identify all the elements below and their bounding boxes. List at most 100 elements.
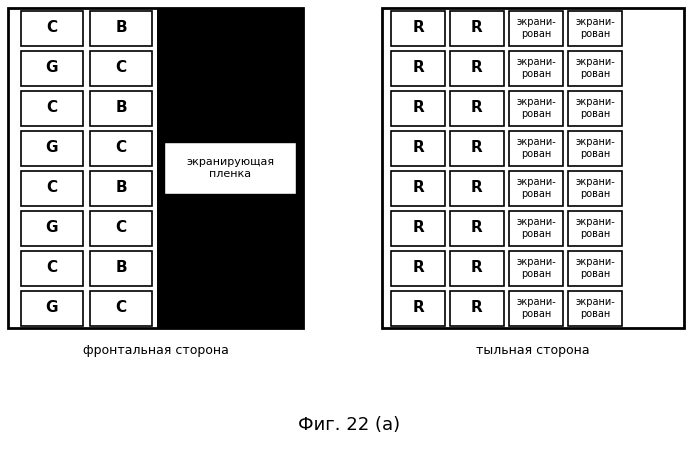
Bar <box>568 10 622 46</box>
Bar <box>450 91 504 125</box>
Text: экрани-
рован: экрани- рован <box>575 177 615 199</box>
Bar <box>568 211 622 245</box>
Bar <box>450 51 504 86</box>
Text: R: R <box>412 261 424 276</box>
Text: C: C <box>115 60 127 75</box>
Bar <box>90 10 152 46</box>
Text: R: R <box>412 60 424 75</box>
Text: B: B <box>115 180 127 195</box>
Bar <box>382 8 684 328</box>
Text: R: R <box>471 20 483 36</box>
Text: экрани-
рован: экрани- рован <box>575 297 615 319</box>
Bar <box>568 51 622 86</box>
Text: R: R <box>471 101 483 115</box>
Text: R: R <box>471 180 483 195</box>
Bar <box>509 130 563 166</box>
Text: C: C <box>46 20 57 36</box>
Bar <box>450 130 504 166</box>
Bar <box>450 170 504 206</box>
Text: R: R <box>471 261 483 276</box>
Text: R: R <box>471 60 483 75</box>
Text: экрани-
рован: экрани- рован <box>575 17 615 39</box>
Bar <box>391 10 445 46</box>
Bar <box>450 290 504 326</box>
Text: C: C <box>46 180 57 195</box>
Text: экрани-
рован: экрани- рован <box>516 137 556 159</box>
Bar <box>568 250 622 285</box>
Bar <box>391 170 445 206</box>
Text: C: C <box>115 300 127 316</box>
Text: экрани-
рован: экрани- рован <box>516 257 556 279</box>
Text: C: C <box>115 141 127 156</box>
Bar <box>21 51 83 86</box>
Bar <box>450 211 504 245</box>
Bar <box>509 290 563 326</box>
Text: экрани-
рован: экрани- рован <box>516 217 556 239</box>
Text: R: R <box>412 141 424 156</box>
Text: R: R <box>471 141 483 156</box>
Bar <box>391 211 445 245</box>
Text: R: R <box>412 20 424 36</box>
Bar <box>21 211 83 245</box>
Text: G: G <box>45 221 58 235</box>
Bar <box>90 250 152 285</box>
Text: экрани-
рован: экрани- рован <box>575 57 615 79</box>
Bar <box>90 130 152 166</box>
Text: экранирующая
пленка: экранирующая пленка <box>186 157 274 179</box>
Bar <box>157 8 303 328</box>
Bar <box>509 10 563 46</box>
Text: R: R <box>412 180 424 195</box>
Text: экрани-
рован: экрани- рован <box>575 137 615 159</box>
Bar <box>509 91 563 125</box>
Text: экрани-
рован: экрани- рован <box>516 17 556 39</box>
Bar <box>90 170 152 206</box>
Text: R: R <box>471 300 483 316</box>
Bar <box>21 91 83 125</box>
Text: экрани-
рован: экрани- рован <box>516 177 556 199</box>
Text: C: C <box>115 221 127 235</box>
Text: C: C <box>46 261 57 276</box>
Bar <box>568 170 622 206</box>
Text: G: G <box>45 60 58 75</box>
Bar <box>21 130 83 166</box>
Bar <box>450 10 504 46</box>
Bar <box>509 250 563 285</box>
Bar <box>450 250 504 285</box>
Text: экрани-
рован: экрани- рован <box>575 257 615 279</box>
Bar <box>509 170 563 206</box>
Text: экрани-
рован: экрани- рован <box>516 57 556 79</box>
Text: экрани-
рован: экрани- рован <box>516 297 556 319</box>
Text: B: B <box>115 261 127 276</box>
Bar <box>391 51 445 86</box>
Bar <box>391 91 445 125</box>
Text: Фиг. 22 (а): Фиг. 22 (а) <box>298 416 401 434</box>
Bar <box>509 51 563 86</box>
Bar <box>21 10 83 46</box>
Text: экрани-
рован: экрани- рован <box>516 97 556 119</box>
Bar <box>391 130 445 166</box>
Bar <box>164 142 296 194</box>
Text: экрани-
рован: экрани- рован <box>575 217 615 239</box>
Text: G: G <box>45 141 58 156</box>
Bar <box>509 211 563 245</box>
Text: B: B <box>115 101 127 115</box>
Bar <box>21 250 83 285</box>
Text: G: G <box>45 300 58 316</box>
Text: B: B <box>115 20 127 36</box>
Bar <box>391 250 445 285</box>
Bar <box>391 290 445 326</box>
Bar <box>90 211 152 245</box>
Text: экрани-
рован: экрани- рован <box>575 97 615 119</box>
Text: тыльная сторона: тыльная сторона <box>476 344 590 357</box>
Bar <box>568 290 622 326</box>
Bar <box>8 8 303 328</box>
Bar <box>21 290 83 326</box>
Text: R: R <box>412 101 424 115</box>
Text: R: R <box>412 300 424 316</box>
Text: C: C <box>46 101 57 115</box>
Text: фронтальная сторона: фронтальная сторона <box>82 344 229 357</box>
Bar <box>90 91 152 125</box>
Bar <box>568 91 622 125</box>
Bar <box>90 290 152 326</box>
Text: R: R <box>471 221 483 235</box>
